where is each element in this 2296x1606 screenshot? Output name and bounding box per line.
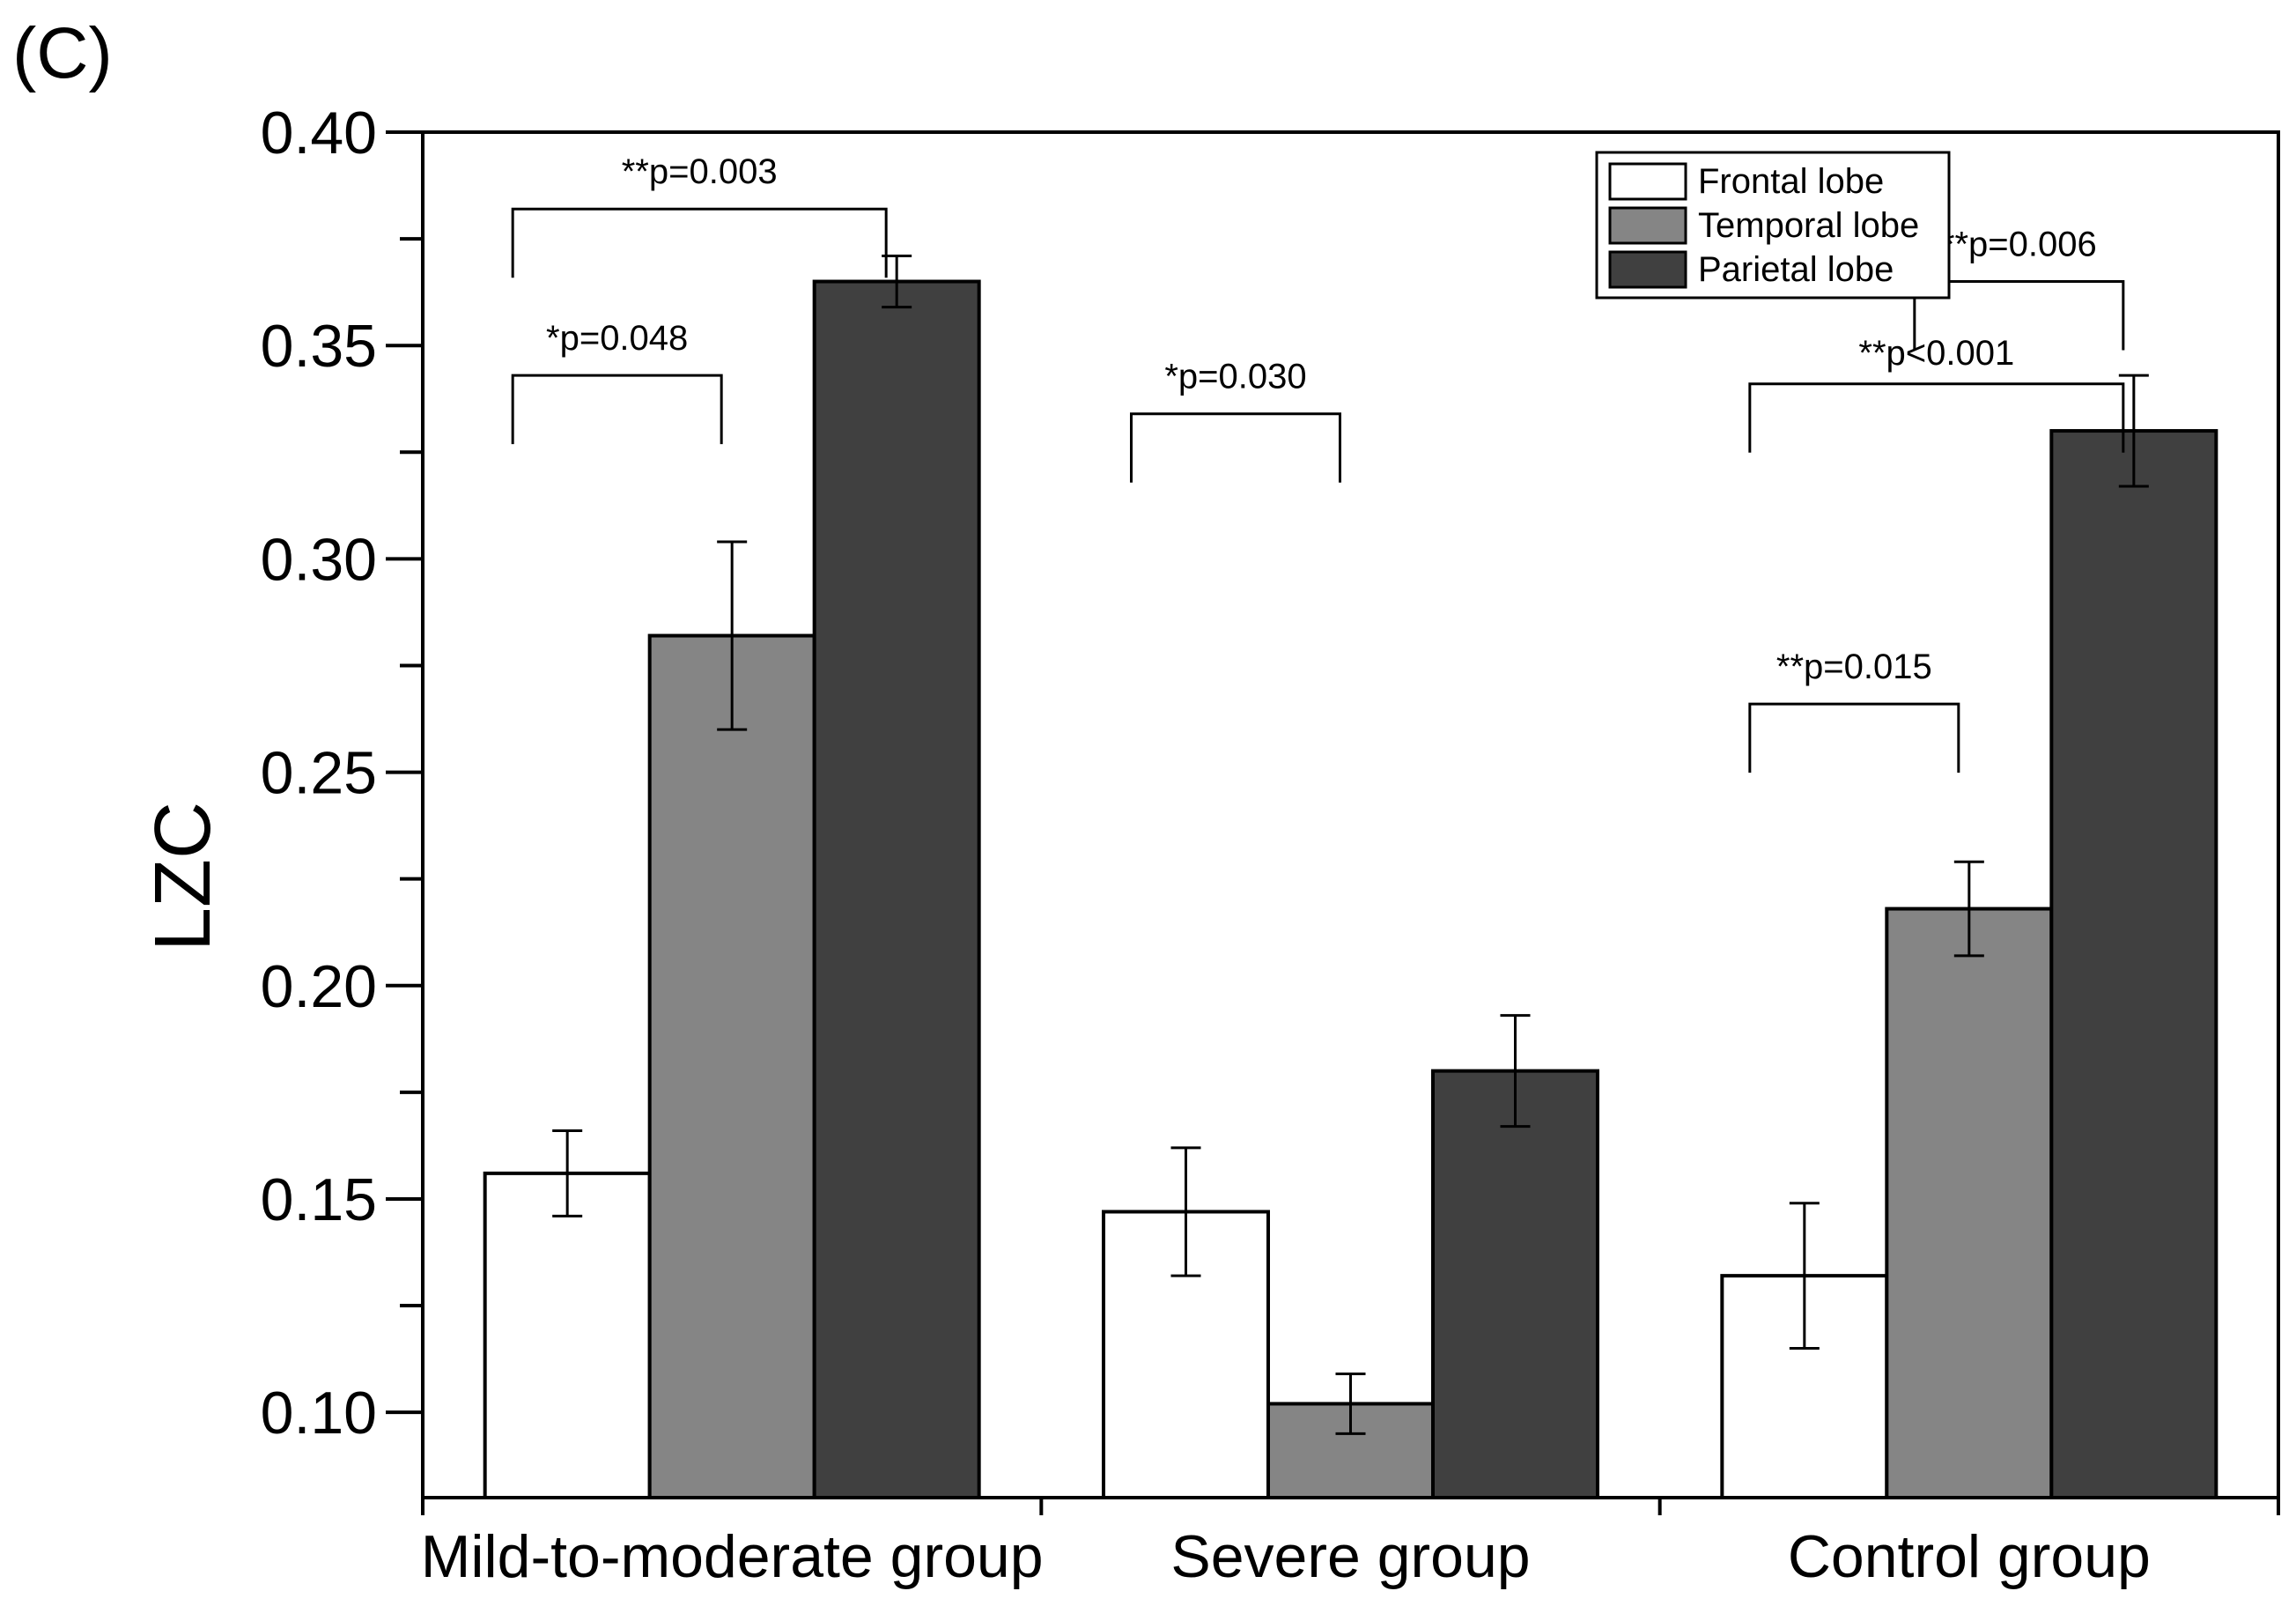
bar-parietal-lobe-mild-to-moderate-group bbox=[812, 279, 981, 1499]
y-axis: 0.10 0.15 0.20 0.25 0.30 0.35 0.40 bbox=[261, 100, 423, 1447]
legend-swatch-temporal-lobe bbox=[1608, 206, 1687, 245]
y-tick-label: 0.10 bbox=[261, 1380, 377, 1447]
significance-annotations: **p=0.003 *p=0.048 *p=0.030 **p=0.006 **p<0.… bbox=[511, 152, 2125, 773]
bar-temporal-lobe-mild-to-moderate-group bbox=[647, 633, 816, 1499]
error-bar-temporal-lobe-mild-to-moderate-group bbox=[717, 540, 748, 731]
y-tick-label: 0.35 bbox=[261, 313, 377, 380]
x-tick-label-control-group: Control group bbox=[1788, 1523, 2151, 1590]
p-value-label: *p=0.030 bbox=[1164, 358, 1306, 396]
legend-swatch-parietal-lobe bbox=[1608, 250, 1687, 289]
x-tick-label-mild-to-moderate-group: Mild-to-moderate group bbox=[421, 1523, 1044, 1590]
error-bar-parietal-lobe-severe-group bbox=[1500, 1014, 1531, 1129]
y-tick-label: 0.25 bbox=[261, 740, 377, 807]
legend-swatch-frontal-lobe bbox=[1608, 162, 1687, 201]
significance-bracket: **p=0.003 bbox=[511, 152, 888, 278]
y-tick-label: 0.20 bbox=[261, 953, 377, 1020]
error-bar-parietal-lobe-control-group bbox=[2118, 374, 2149, 488]
error-bar-frontal-lobe-control-group bbox=[1789, 1202, 1820, 1350]
bars bbox=[483, 254, 2218, 1499]
significance-bracket: **p=0.015 bbox=[1748, 648, 1960, 773]
error-bar-frontal-lobe-severe-group bbox=[1170, 1146, 1201, 1277]
bar-parietal-lobe-control-group bbox=[2049, 429, 2218, 1499]
x-axis: Mild-to-moderate group Severe group Contro… bbox=[421, 1498, 2280, 1590]
p-value-label: **p=0.006 bbox=[1941, 225, 2097, 263]
p-value-label: **p=0.015 bbox=[1776, 648, 1932, 686]
y-tick-label: 0.30 bbox=[261, 526, 377, 593]
error-bar-temporal-lobe-control-group bbox=[1953, 860, 1984, 958]
bar-frontal-lobe-mild-to-moderate-group bbox=[483, 1171, 652, 1499]
error-bar-temporal-lobe-severe-group bbox=[1335, 1373, 1366, 1435]
significance-bracket: **p<0.001 bbox=[1748, 334, 2125, 453]
significance-bracket: *p=0.030 bbox=[1130, 358, 1341, 483]
bar-temporal-lobe-control-group bbox=[1885, 907, 2054, 1499]
y-tick-label: 0.15 bbox=[261, 1166, 377, 1233]
x-tick-label-severe-group: Severe group bbox=[1170, 1523, 1530, 1590]
significance-bracket: **p=0.006 bbox=[1913, 225, 2125, 351]
y-tick-label: 0.40 bbox=[261, 100, 377, 167]
panel-label: (C) bbox=[12, 13, 113, 93]
legend: Frontal lobe Temporal lobe Parietal lobe bbox=[1595, 151, 1951, 300]
p-value-label: *p=0.048 bbox=[546, 319, 688, 358]
y-axis-title: LZC bbox=[139, 802, 227, 951]
legend-label-temporal-lobe: Temporal lobe bbox=[1698, 206, 1919, 245]
p-value-label: **p=0.003 bbox=[622, 152, 778, 191]
legend-label-parietal-lobe: Parietal lobe bbox=[1698, 250, 1894, 289]
error-bar-frontal-lobe-mild-to-moderate-group bbox=[552, 1129, 583, 1217]
bar-parietal-lobe-severe-group bbox=[1431, 1069, 1599, 1499]
plot-frame bbox=[421, 130, 2280, 1499]
significance-bracket: *p=0.048 bbox=[511, 319, 723, 445]
legend-label-frontal-lobe: Frontal lobe bbox=[1698, 162, 1884, 201]
p-value-label: **p<0.001 bbox=[1858, 334, 2014, 373]
